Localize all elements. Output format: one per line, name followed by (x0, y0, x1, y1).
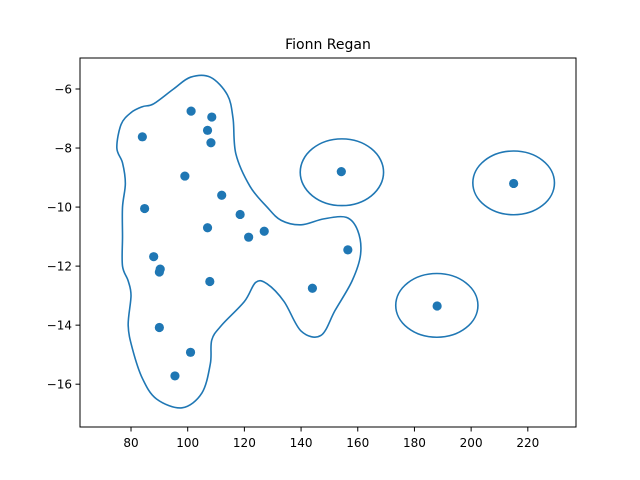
data-point (509, 178, 519, 189)
data-point (180, 171, 190, 181)
y-tick-label: −6 (54, 82, 72, 96)
data-point (307, 283, 318, 293)
data-point (217, 190, 227, 200)
data-point (137, 132, 147, 142)
y-axis: −6 −8 −10 −12 −14 −16 (47, 82, 80, 392)
data-point (206, 138, 216, 148)
data-point (140, 203, 150, 214)
x-tick-label: 200 (460, 436, 483, 450)
y-tick-label: −16 (47, 378, 72, 392)
y-tick-label: −8 (54, 142, 72, 156)
x-axis: 80 100 120 140 160 180 200 220 (123, 427, 539, 450)
points-layer (137, 106, 519, 381)
data-point (149, 252, 159, 262)
chart-title: Fionn Regan (285, 37, 371, 53)
x-tick-label: 220 (516, 436, 539, 450)
data-point (170, 371, 180, 381)
x-tick-label: 140 (290, 436, 313, 450)
y-tick-label: −14 (47, 319, 72, 333)
data-point (343, 245, 353, 255)
data-point (205, 276, 215, 287)
contour-blob (116, 74, 362, 409)
x-tick-label: 120 (233, 436, 256, 450)
data-point (154, 267, 164, 277)
data-point (186, 106, 196, 116)
y-tick-label: −10 (47, 201, 72, 215)
data-point (185, 347, 196, 357)
data-point (207, 112, 217, 122)
data-point (244, 232, 254, 242)
x-tick-label: 180 (403, 436, 426, 450)
y-tick-label: −12 (47, 260, 72, 274)
x-tick-label: 100 (176, 436, 199, 450)
data-point (235, 209, 245, 220)
x-tick-label: 80 (123, 436, 138, 450)
plot-frame (79, 57, 577, 428)
contour-ellipse-3 (394, 272, 479, 339)
x-tick-label: 160 (346, 436, 369, 450)
contour-ellipse-1 (299, 138, 385, 207)
data-point (432, 301, 442, 311)
data-point (202, 223, 213, 233)
data-point (202, 125, 213, 135)
data-point (259, 226, 269, 236)
data-point (154, 322, 164, 333)
data-point (336, 167, 346, 177)
contour-ellipse-2 (472, 150, 556, 216)
contour-layer (116, 74, 556, 409)
